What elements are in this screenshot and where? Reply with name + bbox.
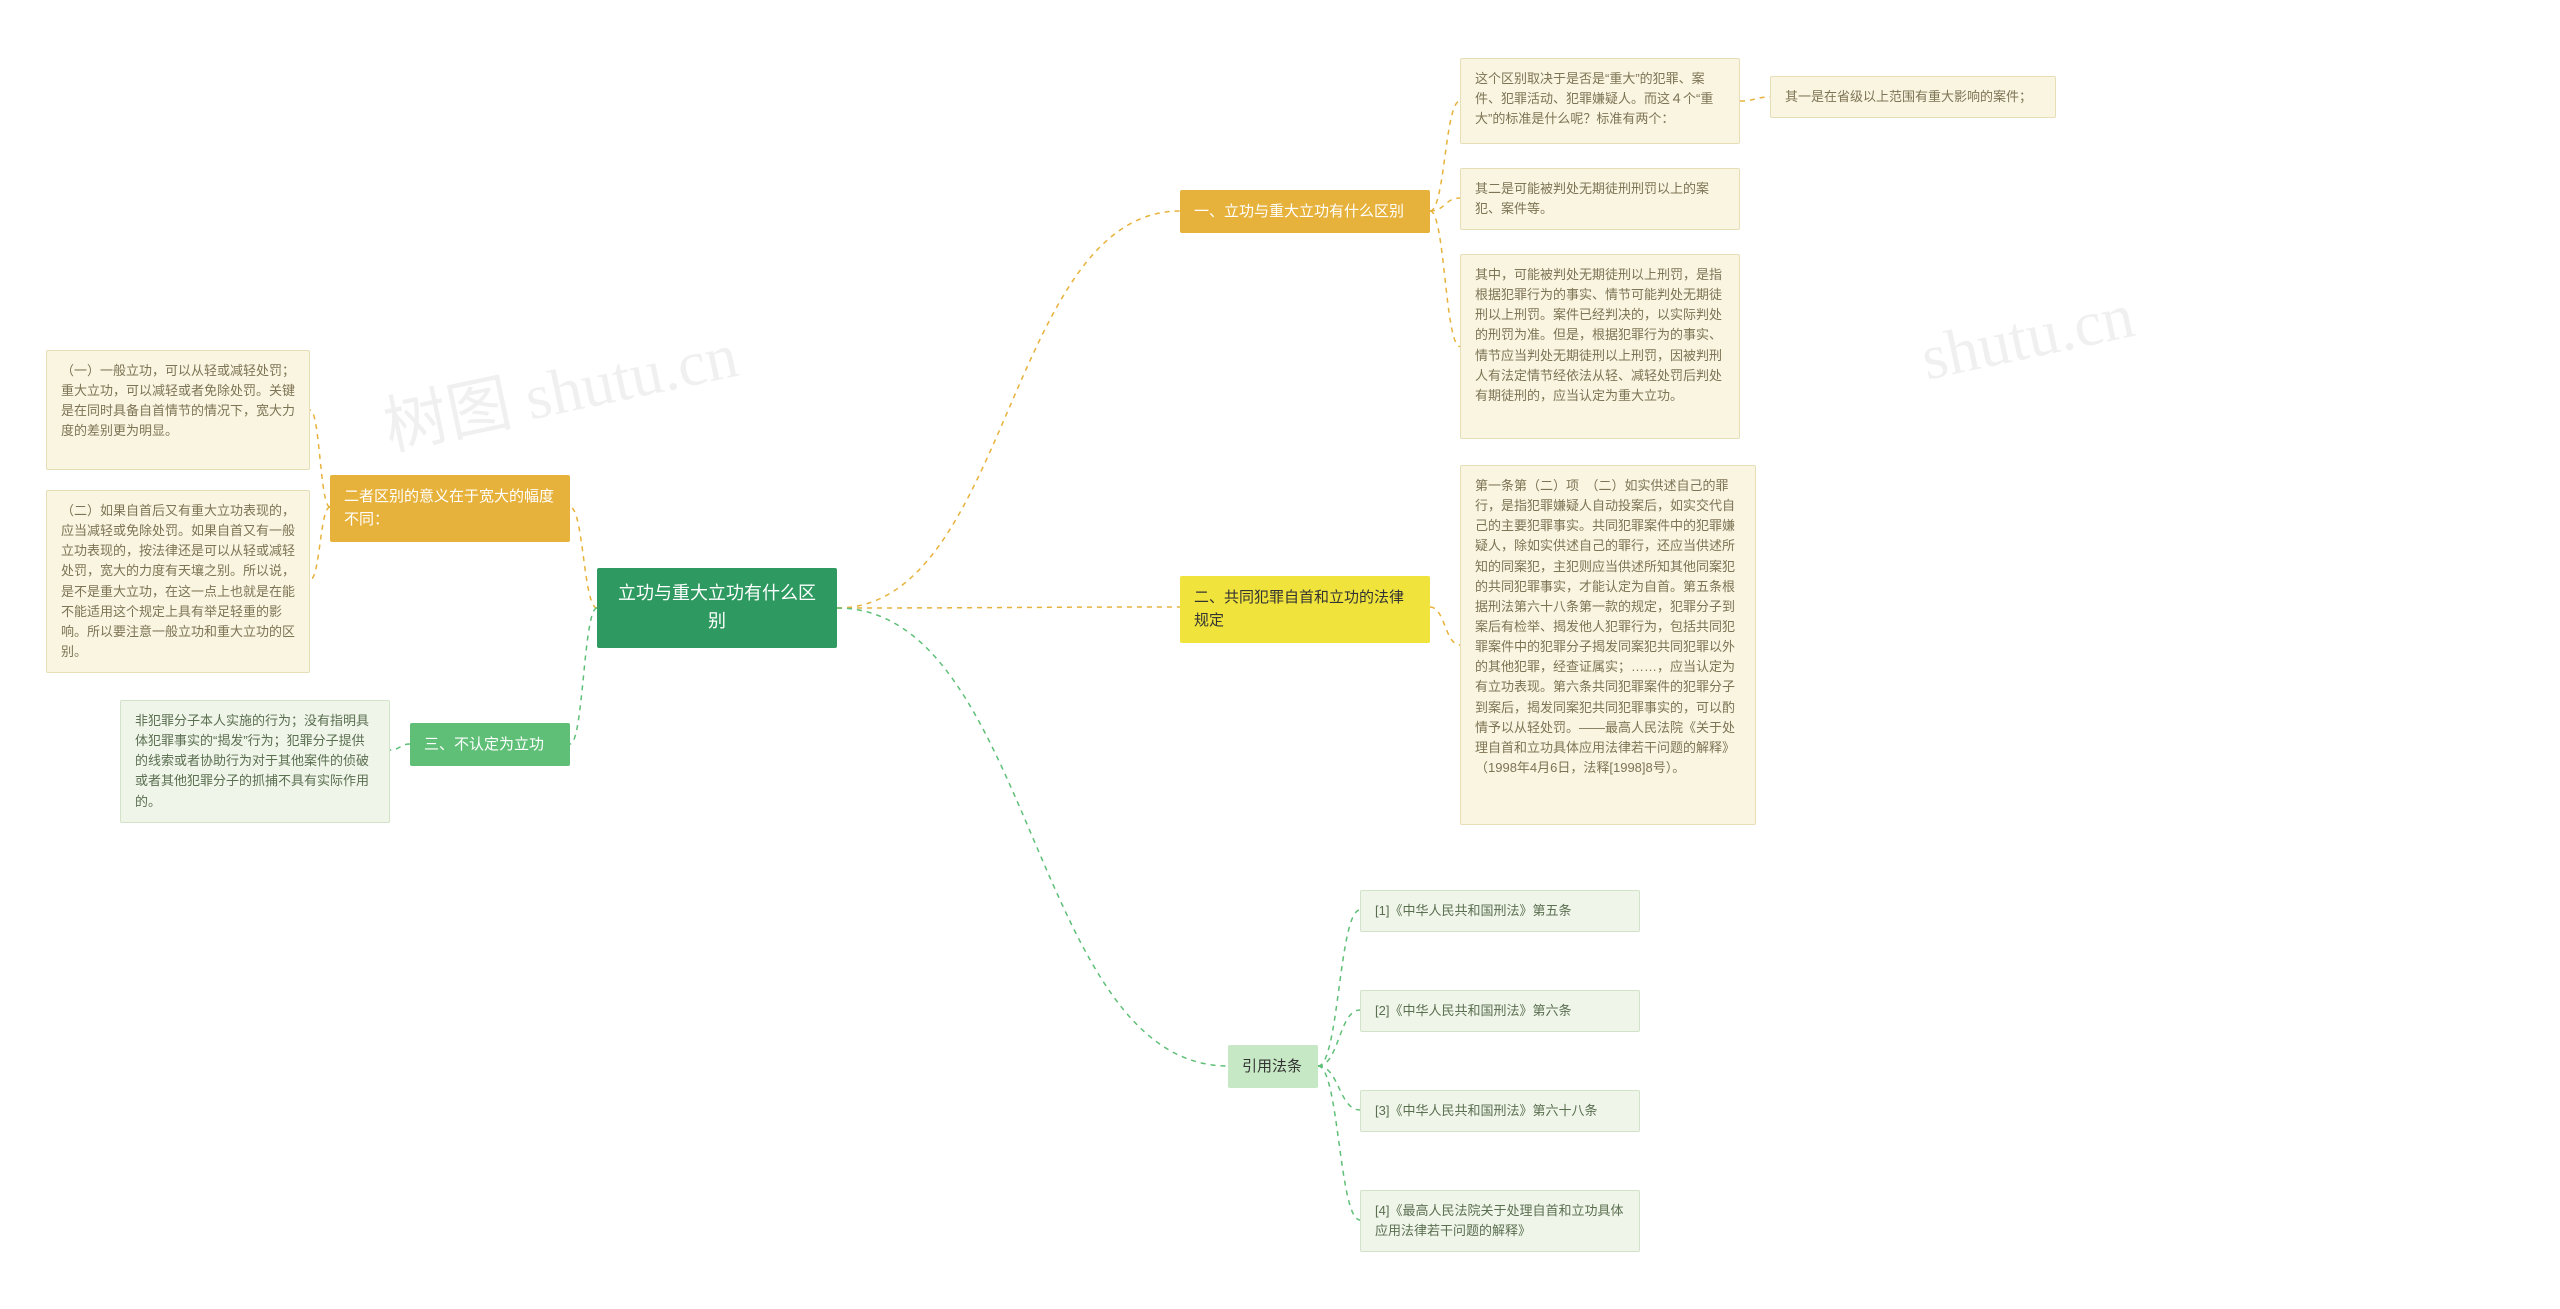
node-right2a[interactable]: 第一条第（二）项 （二）如实供述自己的罪行，是指犯罪嫌疑人自动投案后，如实交代自… bbox=[1460, 465, 1756, 825]
node-right1c[interactable]: 其中，可能被判处无期徒刑以上刑罚，是指根据犯罪行为的事实、情节可能判处无期徒刑以… bbox=[1460, 254, 1740, 439]
node-right1a1[interactable]: 其一是在省级以上范围有重大影响的案件； bbox=[1770, 76, 2056, 118]
node-left1[interactable]: 二者区别的意义在于宽大的幅度不同： bbox=[330, 475, 570, 542]
node-right3[interactable]: 引用法条 bbox=[1228, 1045, 1318, 1088]
node-right1a[interactable]: 这个区别取决于是否是“重大”的犯罪、案件、犯罪活动、犯罪嫌疑人。而这４个“重大”… bbox=[1460, 58, 1740, 144]
node-right1b[interactable]: 其二是可能被判处无期徒刑刑罚以上的案犯、案件等。 bbox=[1460, 168, 1740, 230]
node-left1b[interactable]: （二）如果自首后又有重大立功表现的，应当减轻或免除处罚。如果自首又有一般立功表现… bbox=[46, 490, 310, 673]
node-right2[interactable]: 二、共同犯罪自首和立功的法律规定 bbox=[1180, 576, 1430, 643]
root-node[interactable]: 立功与重大立功有什么区别 bbox=[597, 568, 837, 648]
node-left2[interactable]: 三、不认定为立功 bbox=[410, 723, 570, 766]
node-left1a[interactable]: （一）一般立功，可以从轻或减轻处罚；重大立功，可以减轻或者免除处罚。关键是在同时… bbox=[46, 350, 310, 470]
node-right3c[interactable]: [3]《中华人民共和国刑法》第六十八条 bbox=[1360, 1090, 1640, 1132]
node-right3d[interactable]: [4]《最高人民法院关于处理自首和立功具体应用法律若干问题的解释》 bbox=[1360, 1190, 1640, 1252]
node-right3a[interactable]: [1]《中华人民共和国刑法》第五条 bbox=[1360, 890, 1640, 932]
node-left2a[interactable]: 非犯罪分子本人实施的行为；没有指明具体犯罪事实的“揭发”行为；犯罪分子提供的线索… bbox=[120, 700, 390, 823]
mindmap-canvas: 树图 shutu.cn shutu.cn 立功与重大立功有什么区别 二者区别的意… bbox=[0, 0, 2560, 1309]
watermark-2: shutu.cn bbox=[1915, 278, 2141, 395]
node-right3b[interactable]: [2]《中华人民共和国刑法》第六条 bbox=[1360, 990, 1640, 1032]
watermark-1: 树图 shutu.cn bbox=[374, 304, 744, 469]
node-right1[interactable]: 一、立功与重大立功有什么区别 bbox=[1180, 190, 1430, 233]
